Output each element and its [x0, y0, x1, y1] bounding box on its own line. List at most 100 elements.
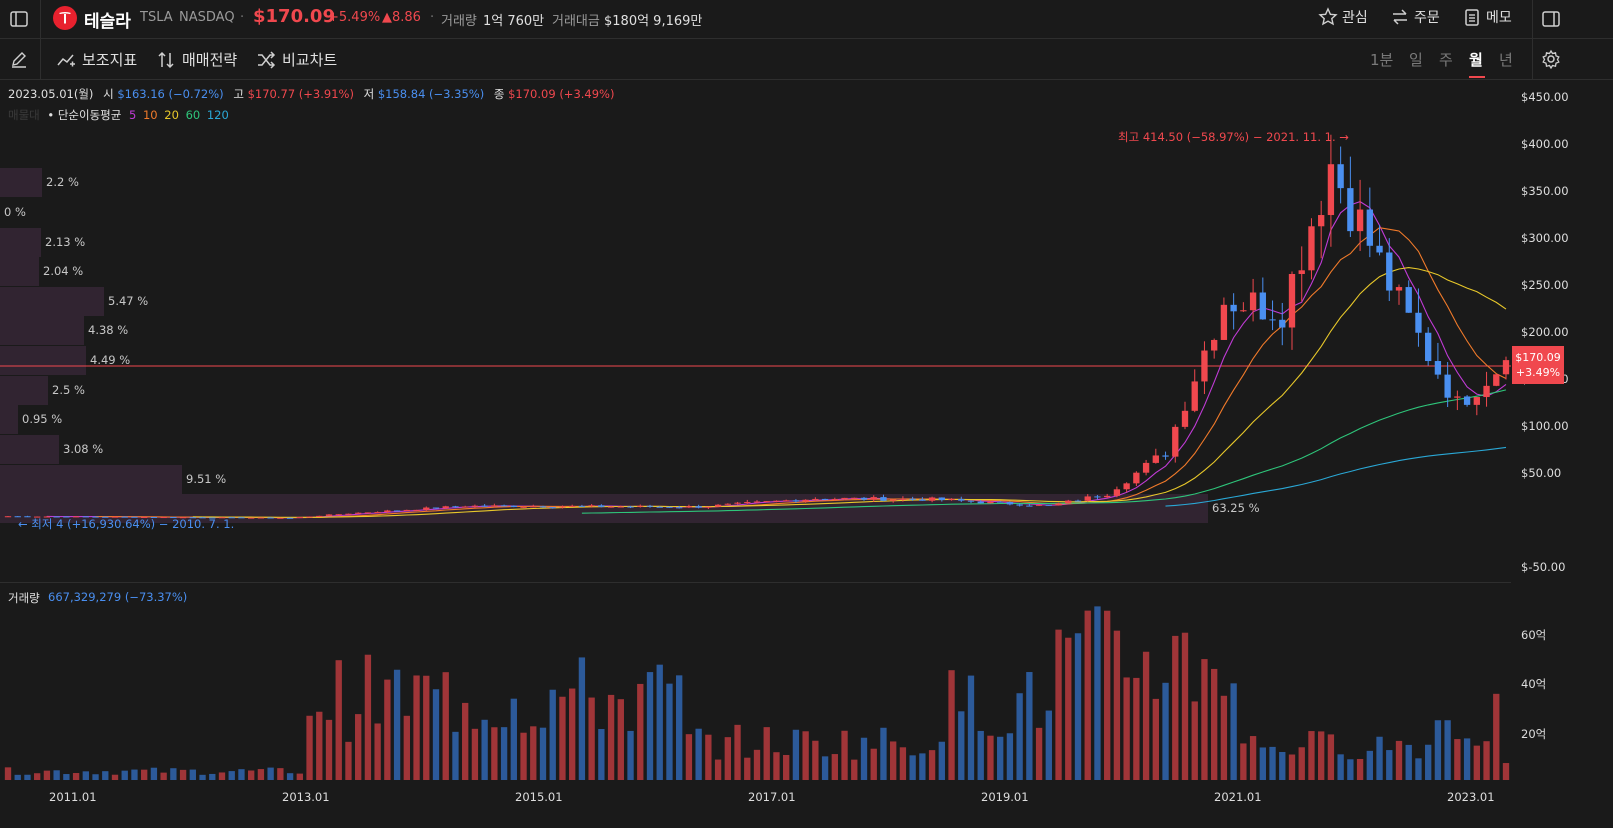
price-chart[interactable]	[0, 80, 1511, 580]
candle-body	[267, 517, 274, 519]
ma-60-line	[581, 389, 1507, 514]
candle-body	[111, 516, 119, 518]
volume-bar	[1415, 758, 1422, 780]
volume-bar	[919, 753, 926, 780]
candle-body	[1434, 361, 1442, 375]
volume-axis-label: 20억	[1521, 727, 1547, 741]
order-button[interactable]: 주문	[1390, 7, 1440, 27]
tab-year[interactable]: 년	[1499, 51, 1513, 69]
volume-bar	[734, 724, 741, 780]
candle-body	[598, 505, 605, 507]
compare-button[interactable]: 비교차트	[256, 49, 337, 70]
volume-bar	[1035, 727, 1043, 780]
candle-body	[1454, 396, 1461, 398]
memo-button[interactable]: 메모	[1462, 7, 1512, 27]
settings-gear-icon[interactable]	[1540, 48, 1562, 70]
volume-bar	[1454, 739, 1461, 780]
volume-bar	[393, 669, 401, 780]
volume-bar	[238, 769, 245, 780]
volume-chart[interactable]	[0, 584, 1511, 784]
tab-month[interactable]: 월	[1469, 51, 1483, 69]
price-axis-label: $400.00	[1521, 137, 1569, 151]
volume-bar	[1493, 693, 1500, 780]
price-axis-label: $300.00	[1521, 231, 1569, 245]
current-price: $170.09	[253, 6, 335, 27]
time-axis-label: 2023.01	[1447, 790, 1495, 804]
watch-button[interactable]: 관심	[1318, 7, 1368, 27]
tab-day[interactable]: 일	[1409, 51, 1423, 69]
volume-bar	[92, 774, 99, 780]
strategy-button[interactable]: 매매전략	[156, 49, 237, 70]
candle-body	[1356, 209, 1364, 232]
volume-bar	[325, 719, 333, 780]
tab-1min[interactable]: 1분	[1370, 51, 1394, 69]
volume-bar	[179, 769, 187, 780]
candle-body	[1055, 503, 1062, 506]
volume-profile-label: 2.5 %	[52, 383, 85, 397]
volume-bar	[160, 772, 167, 780]
candle-body	[345, 513, 352, 515]
candle-body	[1366, 209, 1373, 246]
candle-body	[510, 505, 517, 508]
candle-body	[967, 500, 975, 502]
volume-profile-label: 5.47 %	[108, 294, 149, 308]
volume-axis-label: 40억	[1521, 677, 1547, 691]
candle-body	[1463, 396, 1471, 405]
volume-profile-label: 4.49 %	[90, 353, 131, 367]
candle-body	[1191, 381, 1198, 411]
volume-bar	[170, 768, 177, 780]
candle-body	[1347, 188, 1354, 232]
candle-body	[1288, 273, 1296, 328]
candle-body	[870, 497, 877, 500]
candle-body	[257, 517, 265, 519]
candle-body	[170, 517, 177, 519]
watch-label: 관심	[1342, 10, 1368, 26]
volume-bar	[685, 734, 693, 780]
volume-bar	[102, 771, 109, 780]
candle-body	[695, 506, 702, 508]
candle-body	[1240, 310, 1247, 312]
volume-bar	[316, 711, 323, 780]
volume-bar	[578, 657, 586, 780]
volume-bar	[131, 769, 138, 780]
volume-profile-bar	[0, 287, 104, 316]
price-axis-label: $100.00	[1521, 419, 1569, 433]
sidebar-toggle-icon[interactable]	[8, 8, 30, 30]
candle-body	[1113, 489, 1121, 496]
candle-body	[724, 503, 731, 505]
volume-bar	[481, 719, 488, 780]
volume-bar	[821, 756, 829, 780]
candle-body	[1220, 304, 1228, 340]
candle-body	[1172, 426, 1179, 457]
high-label: 고	[233, 87, 244, 101]
volume-profile-bar	[0, 228, 41, 257]
candle-body	[627, 506, 634, 508]
candle-body	[432, 507, 440, 509]
volume-bar	[1444, 720, 1451, 780]
tab-week[interactable]: 주	[1439, 51, 1453, 69]
volume-bar	[1366, 750, 1373, 780]
candle-body	[1386, 252, 1393, 291]
volume-profile-label: 63.25 %	[1212, 501, 1260, 515]
candle-body	[14, 516, 21, 518]
volume-bar	[355, 714, 362, 780]
volume-bar	[267, 767, 274, 780]
indicator-icon	[57, 54, 75, 66]
candle-body	[617, 506, 624, 508]
panel-toggle-icon[interactable]	[1540, 8, 1562, 30]
candle-body	[841, 497, 848, 499]
divider	[1532, 39, 1533, 79]
candle-body	[1395, 287, 1403, 291]
volume-bar	[150, 767, 158, 780]
volume-pane-label: 거래량	[8, 591, 40, 605]
ma-60: 60	[185, 108, 201, 122]
volume-bar	[491, 727, 498, 780]
volume-bar	[452, 731, 459, 780]
volume-bar	[1026, 672, 1033, 780]
draw-pencil-icon[interactable]	[8, 48, 30, 70]
volume-profile-label: 9.51 %	[186, 472, 227, 486]
candle-body	[277, 517, 284, 519]
strategy-label: 매매전략	[182, 51, 238, 69]
indicator-button[interactable]: 보조지표	[56, 49, 137, 70]
candle-body	[160, 517, 167, 519]
